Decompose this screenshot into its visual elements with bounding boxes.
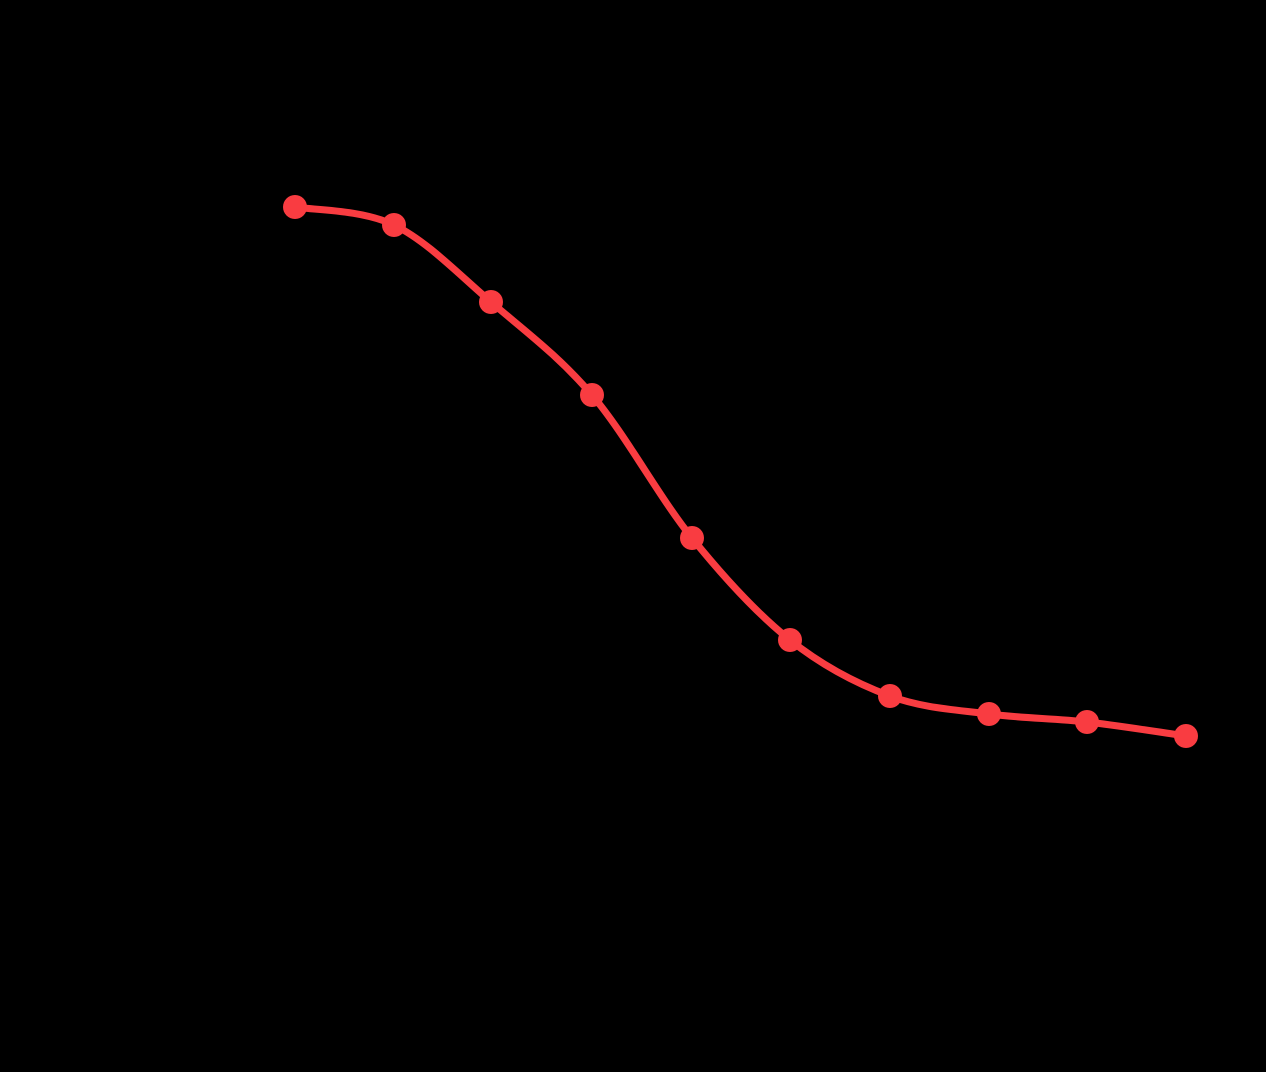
data-point-marker	[1174, 724, 1198, 748]
data-point-marker	[479, 290, 503, 314]
plot-area	[283, 195, 1198, 748]
data-point-marker	[1075, 710, 1099, 734]
data-point-marker	[778, 628, 802, 652]
data-point-marker	[680, 526, 704, 550]
data-point-marker	[878, 684, 902, 708]
data-point-marker	[580, 383, 604, 407]
data-point-marker	[977, 702, 1001, 726]
series-1-line	[291, 203, 1190, 740]
series-1-markers	[283, 195, 1198, 748]
data-point-marker	[382, 213, 406, 237]
data-point-marker	[283, 195, 307, 219]
